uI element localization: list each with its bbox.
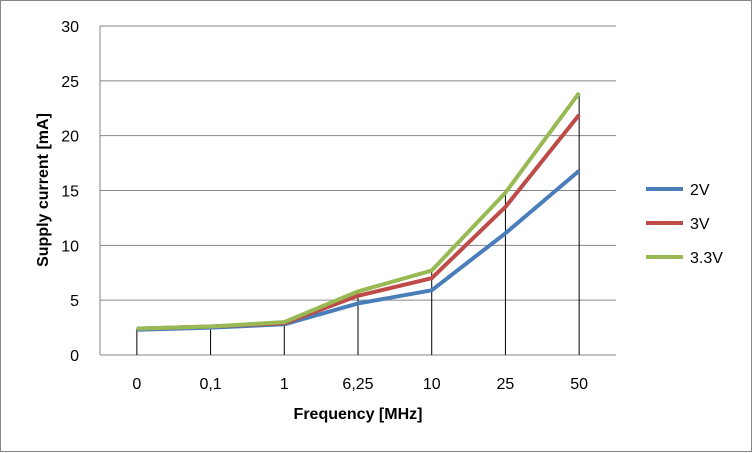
y-tick-label: 0 (70, 348, 79, 365)
legend-label: 3.3V (690, 250, 723, 267)
x-tick-label: 0 (132, 376, 141, 393)
x-tick-label: 1 (280, 376, 289, 393)
x-tick-label: 10 (423, 376, 441, 393)
x-axis-ticks: 0 0,1 1 6,25 10 25 50 (132, 376, 588, 393)
y-axis-title: Supply current [mA] (35, 113, 52, 267)
y-tick-label: 10 (61, 238, 79, 255)
series-line-3V (137, 115, 579, 329)
x-tick-label: 50 (570, 376, 588, 393)
legend-label: 3V (690, 216, 710, 233)
y-tick-label: 5 (70, 293, 79, 310)
y-axis-ticks: 0 5 10 15 20 25 30 (61, 19, 79, 365)
series-lines (137, 93, 579, 330)
drop-lines (137, 93, 579, 355)
x-tick-label: 25 (497, 376, 515, 393)
y-tick-label: 25 (61, 74, 79, 91)
legend-label: 2V (690, 182, 710, 199)
x-tick-label: 0,1 (199, 376, 221, 393)
series-line-3.3V (137, 93, 579, 329)
y-tick-label: 15 (61, 184, 79, 201)
y-tick-label: 30 (61, 19, 79, 36)
x-axis-title: Frequency [MHz] (294, 406, 423, 423)
y-tick-label: 20 (61, 129, 79, 146)
x-tick-label: 6,25 (342, 376, 373, 393)
legend: 2V 3V 3.3V (646, 182, 723, 267)
